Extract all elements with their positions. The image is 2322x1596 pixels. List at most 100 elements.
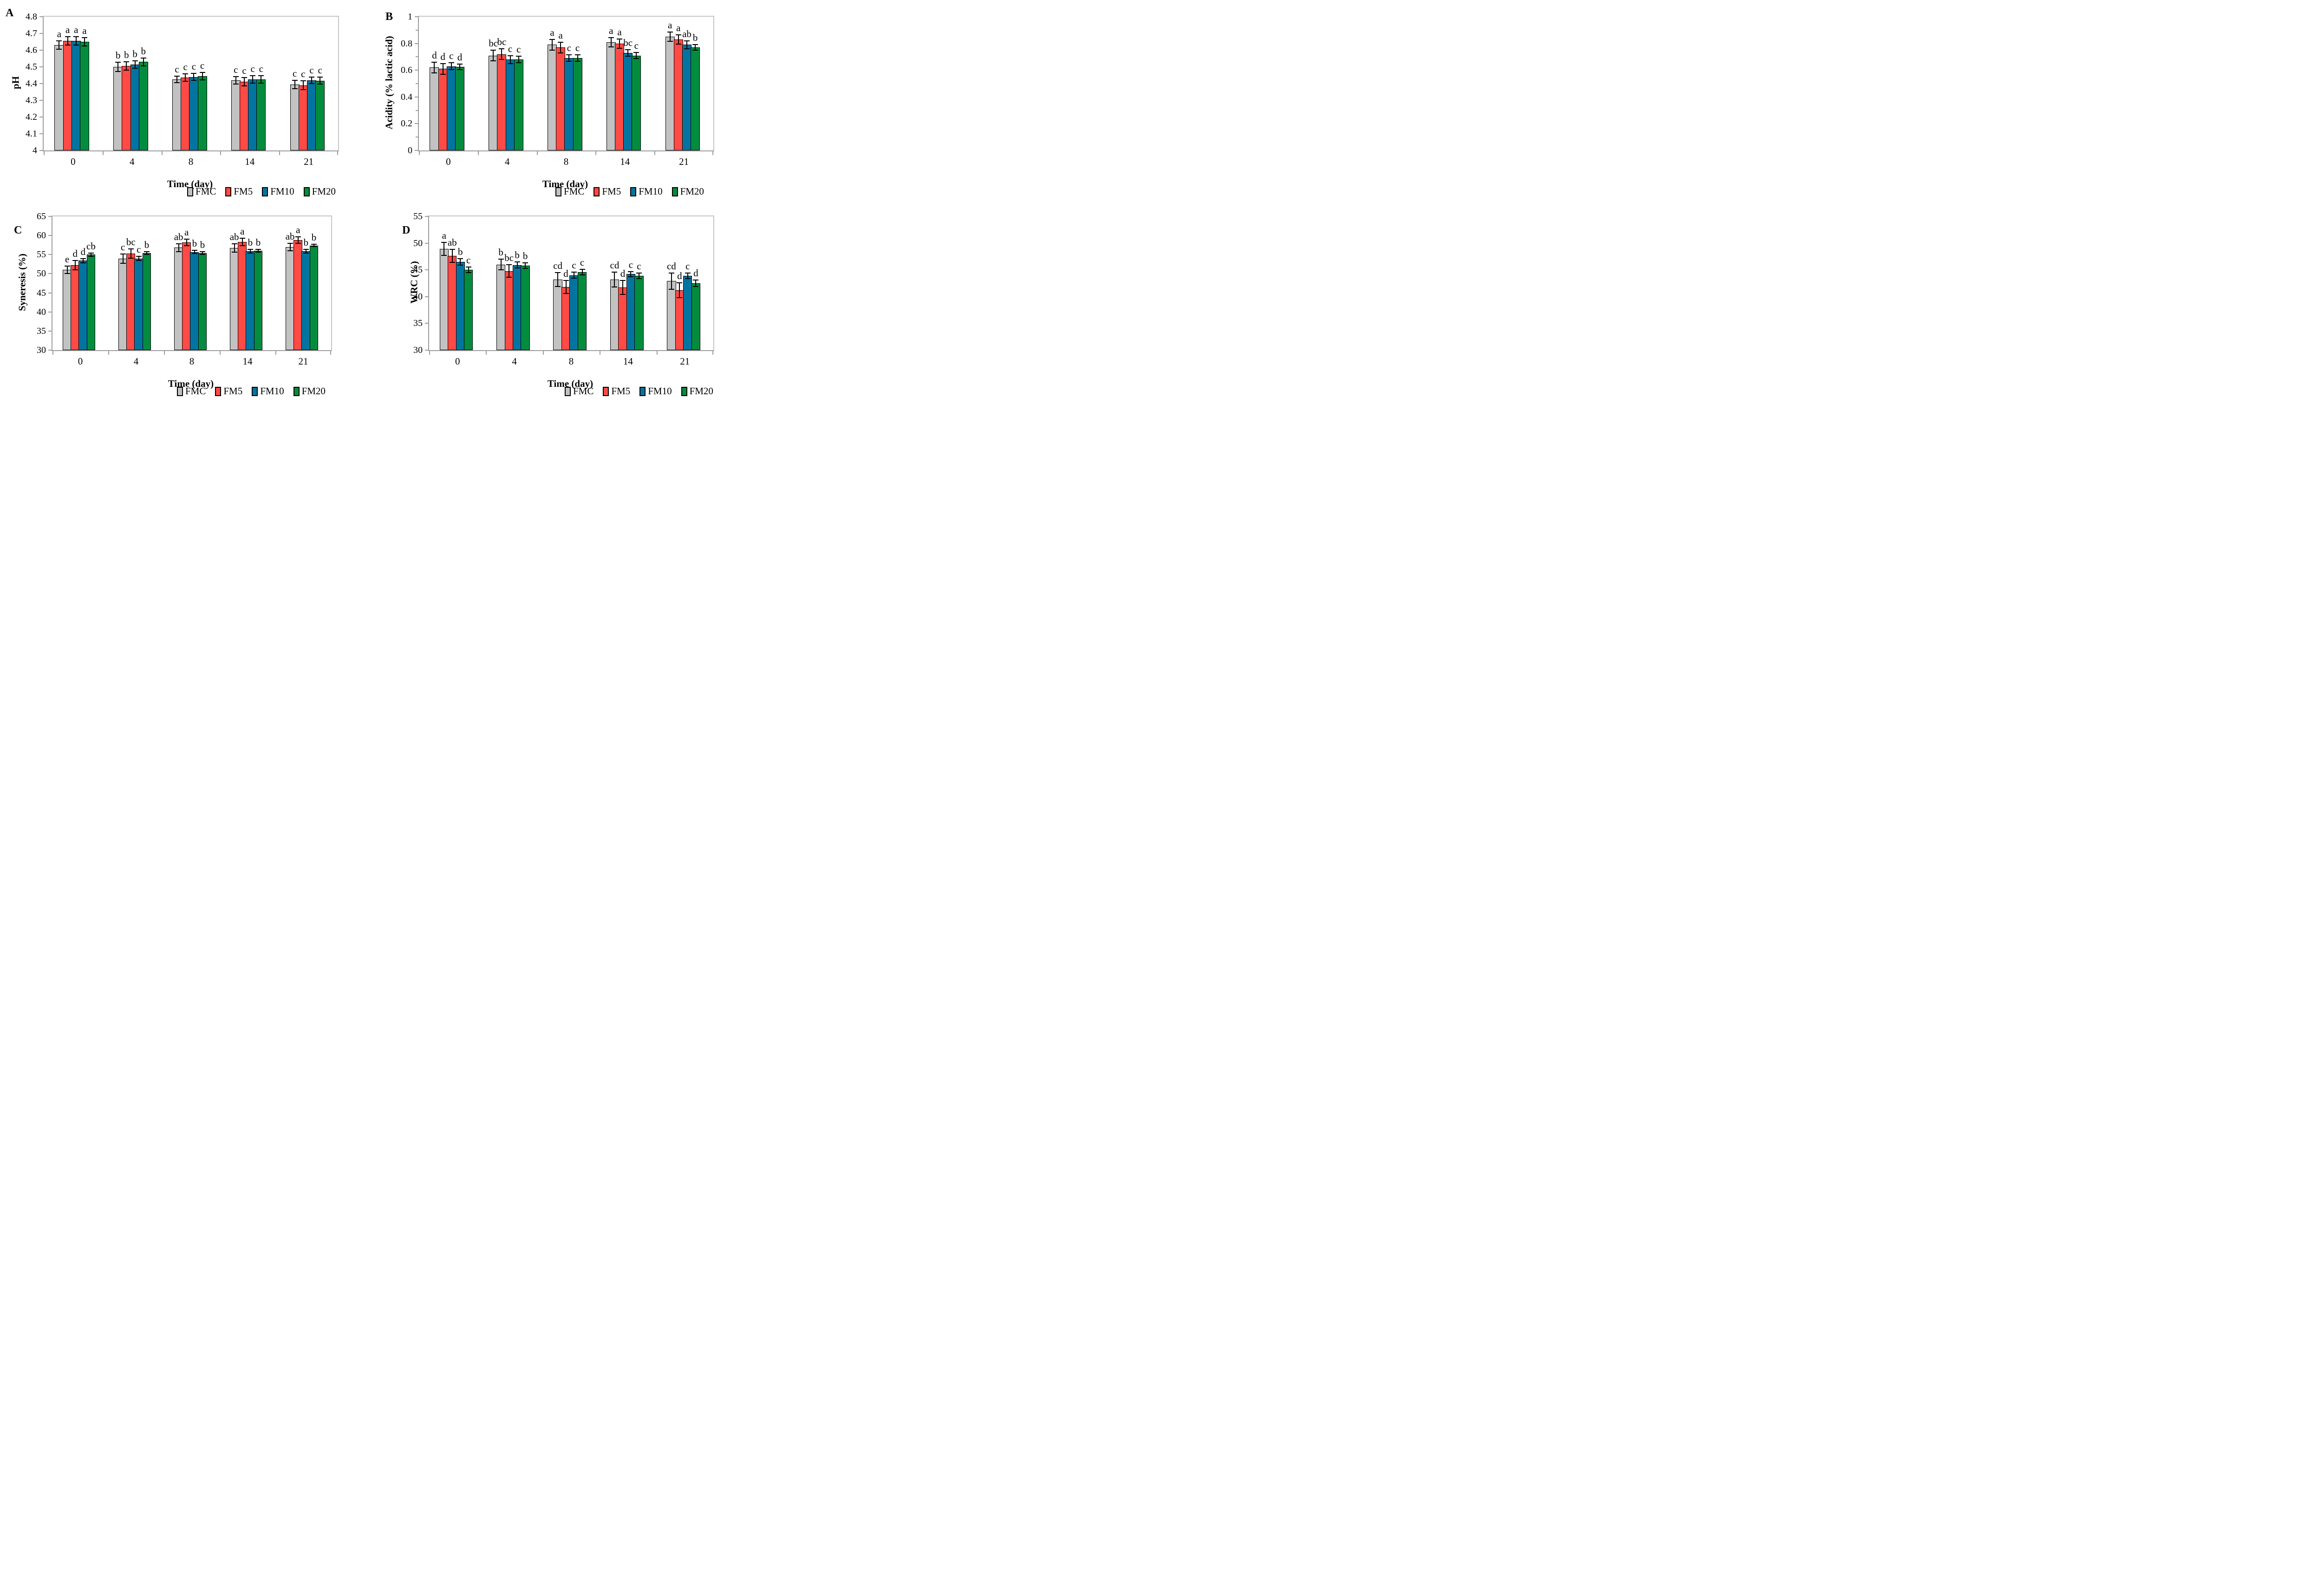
error-bar-cap-bottom <box>499 59 505 60</box>
legend-label: FM5 <box>234 186 253 197</box>
error-bar-cap-bottom <box>120 263 126 264</box>
bar-FM10-day0 <box>78 261 88 350</box>
error-bar <box>610 37 612 47</box>
error-bar <box>622 280 623 295</box>
error-bar-cap-bottom <box>633 58 639 59</box>
error-bar <box>202 252 203 254</box>
error-bar-cap-top <box>431 61 437 63</box>
error-bar-cap-bottom <box>311 246 317 248</box>
legend-swatch-fm10 <box>262 187 268 196</box>
error-bar-cap-bottom <box>515 62 522 64</box>
error-bar-cap-bottom <box>617 47 622 49</box>
error-bar <box>186 239 187 246</box>
legend-item-fm10: FM10 <box>630 186 663 197</box>
x-axis-title: Time (day) <box>168 378 214 389</box>
error-bar-cap-bottom <box>677 297 683 299</box>
error-bar-cap-bottom <box>579 274 585 275</box>
error-bar-cap-top <box>56 40 62 42</box>
significance-letter: b <box>255 236 261 248</box>
y-axis-minor-tick <box>416 110 418 111</box>
error-bar-cap-bottom <box>506 277 512 278</box>
error-bar <box>305 249 307 253</box>
error-bar <box>185 74 186 82</box>
error-bar-cap-top <box>549 39 555 40</box>
significance-letter: bc <box>126 236 136 248</box>
legend-swatch-fmc <box>565 386 571 396</box>
error-bar-cap-top <box>132 60 138 61</box>
error-bar <box>67 37 68 46</box>
bar-FMC-day14 <box>230 248 239 350</box>
error-bar-cap-top <box>73 36 79 38</box>
error-bar-cap-bottom <box>231 252 237 253</box>
y-tick-label: 50 <box>37 268 46 279</box>
x-tick-label: 8 <box>563 156 569 167</box>
x-axis-tick <box>656 351 658 355</box>
error-bar <box>552 39 553 50</box>
x-axis-tick <box>429 351 430 355</box>
legend-swatch-fm20 <box>293 386 300 396</box>
error-bar <box>194 250 195 254</box>
error-bar-cap-top <box>231 243 237 245</box>
significance-letter: bc <box>497 36 507 48</box>
multi-panel-bar-figure: A pH 4.8 4.7 4.6 4.5 4.4 4.3 4.2 4.1 4 0 4 8 14 21 a a a… <box>0 0 714 399</box>
error-bar <box>679 282 680 298</box>
legend-swatch-fm5 <box>215 386 222 396</box>
error-bar-cap-bottom <box>684 48 690 50</box>
error-bar-cap-top <box>490 50 496 51</box>
significance-letter: b <box>303 236 309 248</box>
legend-label: FM5 <box>223 385 243 397</box>
x-tick-label: 21 <box>298 356 308 367</box>
x-tick-label: 21 <box>304 156 314 167</box>
error-bar-cap-bottom <box>250 82 256 84</box>
bar-FM20-day14 <box>256 79 266 150</box>
bar-FM20-day21 <box>691 47 700 150</box>
significance-letter: c <box>200 59 205 71</box>
error-bar <box>143 58 144 66</box>
bar-FM20-day8 <box>197 76 207 150</box>
x-tick-label: 4 <box>512 356 517 367</box>
significance-letter: c <box>466 254 471 266</box>
x-axis-title: Time (day) <box>542 178 588 189</box>
legend-swatch-fm10 <box>630 187 637 196</box>
error-bar <box>468 267 469 273</box>
error-bar-cap-bottom <box>431 72 437 73</box>
error-bar-cap-bottom <box>199 79 205 80</box>
legend-swatch-fmc <box>177 386 183 396</box>
significance-letter: b <box>115 50 121 61</box>
significance-letter: a <box>550 26 554 38</box>
legend-item-fmc: FMC <box>177 385 206 397</box>
error-bar-cap-bottom <box>448 69 454 70</box>
error-bar <box>568 55 570 62</box>
significance-letter: d <box>440 51 445 62</box>
error-bar <box>671 273 672 289</box>
x-axis-tick <box>330 351 331 355</box>
significance-letter: c <box>234 64 238 75</box>
error-bar <box>249 249 251 253</box>
error-bar-cap-bottom <box>490 60 496 62</box>
error-bar-cap-top <box>571 272 577 273</box>
bar-FM5-day4 <box>126 253 136 350</box>
bar-FMC-day4 <box>113 67 123 150</box>
error-bar-cap-bottom <box>140 65 146 66</box>
error-bar-cap-bottom <box>124 70 130 71</box>
error-bar-cap-top <box>667 32 673 33</box>
y-tick-label: 4.4 <box>26 78 37 89</box>
error-bar-cap-bottom <box>303 252 309 254</box>
error-bar-cap-top <box>440 63 446 64</box>
y-axis-tick <box>39 16 43 17</box>
bar-FM5-day4 <box>504 271 514 350</box>
significance-letter: bc <box>489 38 498 49</box>
y-axis-title-acidity: Acidity (% lactic acid) <box>383 36 395 130</box>
significance-letter: a <box>184 226 189 238</box>
error-bar-cap-bottom <box>258 82 264 84</box>
bar-FM5-day14 <box>618 287 627 350</box>
error-bar-cap-top <box>566 54 572 56</box>
significance-letter: d <box>457 51 463 63</box>
x-axis-tick <box>164 351 165 355</box>
bar-FM10-day21 <box>682 45 691 150</box>
error-bar <box>460 259 461 265</box>
error-bar-cap-bottom <box>292 88 298 89</box>
error-bar <box>252 76 254 83</box>
significance-letter: c <box>637 261 641 272</box>
error-bar-cap-bottom <box>115 71 121 72</box>
